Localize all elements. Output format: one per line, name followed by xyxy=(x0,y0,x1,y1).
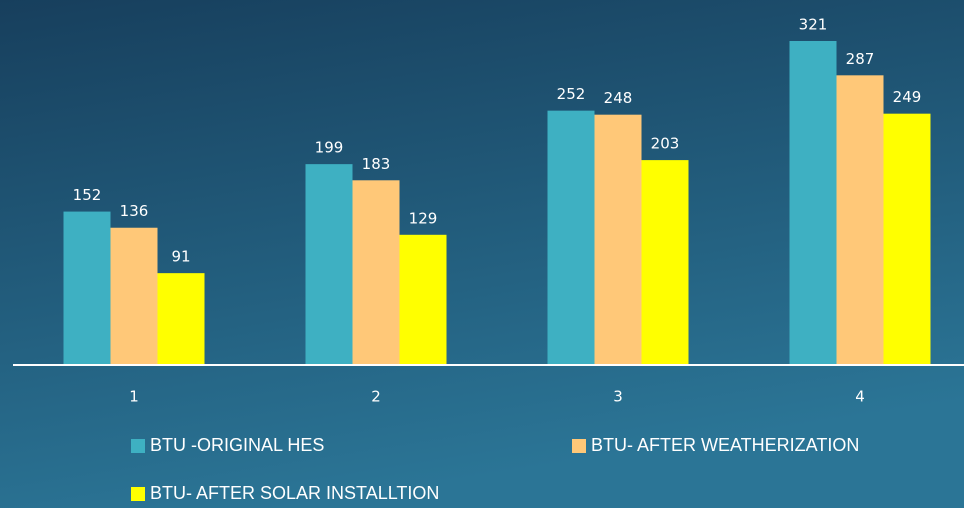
bar xyxy=(110,227,158,365)
legend-label: BTU -ORIGINAL HES xyxy=(150,435,324,455)
data-label: 248 xyxy=(604,89,633,107)
data-label: 203 xyxy=(651,135,680,153)
bar xyxy=(63,211,111,365)
legend-swatch xyxy=(131,439,145,453)
bar xyxy=(836,75,884,366)
bar xyxy=(883,113,931,365)
bar xyxy=(352,180,400,365)
data-label: 252 xyxy=(557,85,586,103)
data-label: 249 xyxy=(893,88,922,106)
data-label: 287 xyxy=(846,50,875,68)
bar xyxy=(641,160,689,365)
x-tick-label: 4 xyxy=(855,388,865,406)
legend-swatch xyxy=(572,439,586,453)
data-label: 321 xyxy=(799,16,828,34)
bar xyxy=(789,41,837,365)
bar xyxy=(547,110,595,365)
data-label: 152 xyxy=(73,186,102,204)
data-label: 136 xyxy=(120,202,149,220)
data-label: 91 xyxy=(171,248,190,266)
x-tick-label: 2 xyxy=(371,388,381,406)
data-label: 129 xyxy=(409,209,438,227)
legend-label: BTU- AFTER SOLAR INSTALLTION xyxy=(150,483,439,503)
x-tick-label: 1 xyxy=(129,388,139,406)
data-label: 199 xyxy=(315,139,344,157)
bar xyxy=(157,273,205,365)
data-label: 183 xyxy=(362,155,391,173)
bar xyxy=(399,234,447,365)
bar xyxy=(594,114,642,365)
x-tick-label: 3 xyxy=(613,388,623,406)
bar xyxy=(305,164,353,365)
legend-swatch xyxy=(131,487,145,501)
legend-label: BTU- AFTER WEATHERIZATION xyxy=(591,435,859,455)
